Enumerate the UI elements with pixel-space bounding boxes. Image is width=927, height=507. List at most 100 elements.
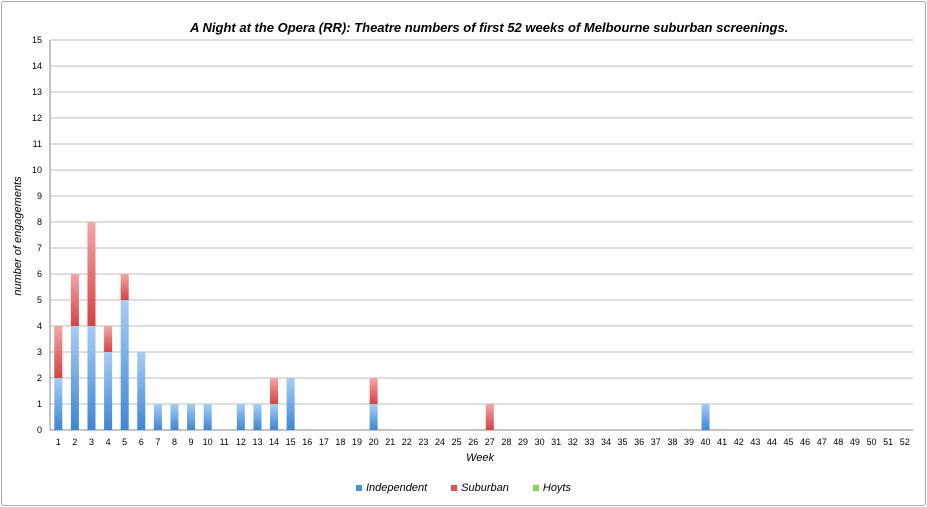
x-tick-label: 48	[833, 437, 843, 447]
y-tick-label: 14	[32, 61, 42, 71]
x-tick-label: 38	[667, 437, 677, 447]
x-tick-label: 8	[172, 437, 177, 447]
x-tick-label: 47	[817, 437, 827, 447]
bar-suburban	[485, 404, 494, 430]
x-tick-label: 24	[435, 437, 445, 447]
x-tick-label: 19	[352, 437, 362, 447]
x-tick-label: 25	[452, 437, 462, 447]
x-tick-label: 45	[784, 437, 794, 447]
x-tick-label: 31	[551, 437, 561, 447]
x-tick-label: 23	[418, 437, 428, 447]
x-tick-label: 36	[634, 437, 644, 447]
bar-suburban	[54, 326, 63, 378]
x-tick-label: 43	[750, 437, 760, 447]
y-tick-label: 9	[37, 191, 42, 201]
x-tick-label: 1	[56, 437, 61, 447]
legend-item: Hoyts	[532, 482, 571, 494]
x-tick-label: 20	[369, 437, 379, 447]
y-tick-label: 12	[32, 113, 42, 123]
x-tick-label: 22	[402, 437, 412, 447]
x-tick-label: 52	[900, 437, 910, 447]
x-tick-label: 44	[767, 437, 777, 447]
y-tick-label: 0	[37, 425, 42, 435]
bar-independent	[54, 378, 63, 430]
bar-independent	[153, 404, 162, 430]
bar-suburban	[120, 274, 129, 300]
bar-independent	[87, 326, 96, 430]
y-tick-label: 15	[32, 35, 42, 45]
x-axis-label: Week	[466, 452, 494, 464]
x-tick-label: 39	[684, 437, 694, 447]
x-tick-label: 4	[106, 437, 111, 447]
bar-independent	[187, 404, 196, 430]
y-tick-label: 4	[37, 321, 42, 331]
bar-suburban	[369, 378, 378, 404]
x-tick-label: 40	[701, 437, 711, 447]
x-tick-label: 41	[717, 437, 727, 447]
y-tick-label: 1	[37, 399, 42, 409]
bar-suburban	[87, 222, 96, 326]
legend-item: Independent	[355, 482, 427, 494]
x-tick-label: 13	[252, 437, 262, 447]
y-tick-label: 11	[33, 139, 42, 149]
x-tick-label: 37	[651, 437, 661, 447]
legend-swatch	[355, 485, 362, 491]
x-tick-label: 26	[468, 437, 478, 447]
legend: Independent Suburban Hoyts	[0, 482, 927, 494]
y-tick-label: 5	[37, 295, 42, 305]
y-tick-label: 3	[37, 347, 42, 357]
x-tick-label: 28	[501, 437, 511, 447]
legend-swatch	[451, 485, 458, 491]
x-tick-label: 7	[155, 437, 160, 447]
bar-independent	[286, 378, 295, 430]
y-tick-label: 10	[32, 165, 42, 175]
bar-independent	[120, 300, 129, 430]
x-tick-label: 42	[734, 437, 744, 447]
bar-independent	[137, 352, 146, 430]
x-tick-label: 29	[518, 437, 528, 447]
y-tick-label: 2	[37, 373, 42, 383]
x-tick-label: 30	[535, 437, 545, 447]
legend-item: Suburban	[451, 482, 509, 494]
bar-suburban	[104, 326, 113, 352]
bar-independent	[170, 404, 179, 430]
x-tick-label: 32	[568, 437, 578, 447]
x-tick-label: 11	[220, 437, 229, 447]
chart-title: A Night at the Opera (RR): Theatre numbe…	[190, 20, 789, 35]
bar-suburban	[270, 378, 279, 404]
x-tick-label: 14	[269, 437, 279, 447]
x-tick-label: 46	[800, 437, 810, 447]
bar-independent	[236, 404, 245, 430]
legend-label: Suburban	[461, 482, 509, 494]
bar-suburban	[70, 274, 79, 326]
legend-swatch	[532, 485, 539, 491]
x-tick-label: 17	[319, 437, 329, 447]
x-tick-label: 6	[139, 437, 144, 447]
legend-label: Hoyts	[542, 482, 571, 494]
x-tick-label: 50	[867, 437, 877, 447]
x-tick-label: 2	[72, 437, 77, 447]
x-tick-label: 3	[89, 437, 94, 447]
x-tick-label: 51	[883, 437, 893, 447]
bar-independent	[701, 404, 710, 430]
bar-independent	[270, 404, 279, 430]
x-tick-label: 21	[385, 437, 395, 447]
x-tick-label: 35	[618, 437, 628, 447]
bar-independent	[253, 404, 262, 430]
x-tick-label: 27	[485, 437, 495, 447]
bar-independent	[369, 404, 378, 430]
bar-independent	[70, 326, 79, 430]
x-tick-label: 18	[335, 437, 345, 447]
y-tick-label: 7	[37, 243, 42, 253]
x-tick-label: 49	[850, 437, 860, 447]
x-tick-label: 34	[601, 437, 611, 447]
x-tick-label: 12	[236, 437, 246, 447]
x-tick-label: 16	[302, 437, 312, 447]
x-tick-label: 5	[122, 437, 127, 447]
bar-independent	[104, 352, 113, 430]
y-tick-label: 8	[37, 217, 42, 227]
x-tick-label: 9	[189, 437, 194, 447]
x-tick-label: 10	[203, 437, 213, 447]
y-tick-label: 13	[32, 87, 42, 97]
